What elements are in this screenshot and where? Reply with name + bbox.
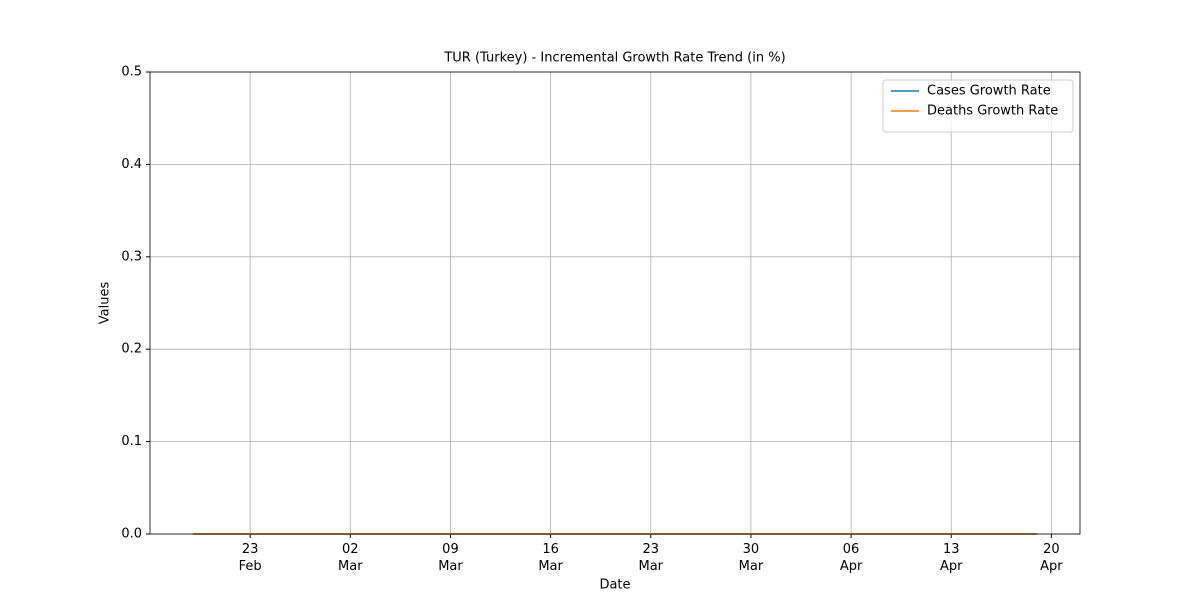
chart-title: TUR (Turkey) - Incremental Growth Rate T…: [443, 51, 785, 66]
y-tick-label: 0.0: [121, 527, 142, 542]
x-tick-label: 30 Mar: [738, 542, 764, 574]
x-tick-label: 20 Apr: [1040, 542, 1063, 574]
y-tick-label: 0.4: [121, 157, 142, 172]
x-tick-label: 06 Apr: [839, 542, 863, 574]
x-axis-label: Date: [599, 578, 630, 593]
legend-box: [882, 79, 1074, 133]
x-tick-label: 23 Feb: [238, 542, 262, 574]
y-tick-label: 0.1: [121, 434, 142, 449]
x-tick-label: 09 Mar: [438, 542, 463, 574]
x-tick-label: 16 Mar: [538, 542, 563, 574]
legend-label: Deaths Growth Rate: [927, 104, 1058, 119]
y-axis-label: Values: [98, 282, 113, 325]
x-tick-label: 13 Apr: [939, 542, 963, 574]
x-tick-label: 23 Mar: [638, 542, 664, 574]
x-tick-label: 02 Mar: [338, 542, 363, 574]
legend-label: Cases Growth Rate: [927, 84, 1051, 99]
y-tick-label: 0.2: [121, 342, 142, 357]
y-tick-label: 0.3: [121, 249, 142, 264]
y-tick-label: 0.5: [121, 65, 142, 80]
plot-frame: [149, 71, 1081, 535]
